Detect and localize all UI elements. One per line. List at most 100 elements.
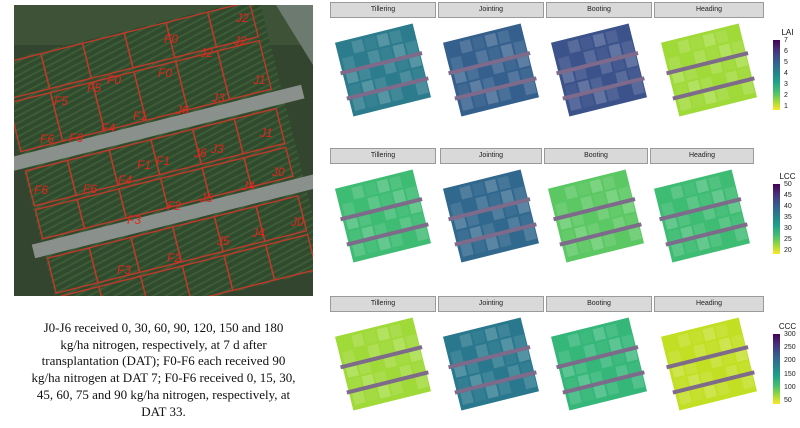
- plot-outline: [206, 5, 260, 48]
- map-booting: [550, 23, 648, 117]
- aerial-path-lower: [31, 172, 313, 259]
- map-plot: [342, 201, 356, 217]
- map-plot: [523, 80, 537, 96]
- caption-line: transplantation (DAT); F0-F6 each receiv…: [41, 353, 286, 369]
- plot-label: F3: [127, 213, 141, 227]
- map-plot: [460, 390, 474, 405]
- map-plot: [513, 40, 527, 55]
- plot-label: J6: [193, 146, 207, 160]
- plot-label: J3: [211, 91, 225, 105]
- map-plot: [471, 330, 486, 345]
- map-plot: [583, 343, 597, 358]
- map-plot: [377, 236, 391, 251]
- caption-line: J0-J6 received 0, 30, 60, 90, 120, 150 a…: [43, 320, 284, 335]
- map-plot: [376, 326, 391, 342]
- map-plot: [484, 178, 499, 194]
- map-plot: [390, 87, 404, 102]
- map-plot: [661, 201, 675, 217]
- map-row: [334, 317, 758, 411]
- map-plot: [605, 323, 619, 339]
- map-plot: [592, 32, 607, 48]
- map-path: [346, 370, 429, 395]
- plot-label: F0: [107, 73, 121, 87]
- map-plot: [363, 330, 378, 345]
- map-plot: [351, 185, 365, 200]
- map-plot: [689, 330, 704, 345]
- map-plot: [668, 349, 682, 365]
- plot-outline: [264, 233, 313, 281]
- map-path: [454, 222, 537, 247]
- map-plot: [376, 32, 391, 48]
- map-plot: [471, 36, 486, 51]
- stage-strip-booting: Booting: [544, 148, 648, 164]
- legend-tick: 4: [780, 70, 788, 77]
- map-plot: [500, 43, 515, 58]
- map-plot: [592, 192, 607, 207]
- map-plot: [741, 374, 755, 390]
- map-plot: [579, 36, 594, 51]
- map-plot: [677, 333, 691, 348]
- legend-tick: 45: [780, 192, 792, 199]
- map-plot: [471, 182, 486, 197]
- map-path: [448, 197, 531, 222]
- map-path: [562, 370, 645, 395]
- map-plot: [693, 343, 707, 358]
- map-path: [340, 51, 423, 76]
- plot-label: F4: [101, 121, 115, 135]
- map-plot: [583, 49, 597, 64]
- map-tillering: [334, 317, 432, 411]
- plot-label: J1: [252, 73, 266, 87]
- map-plot: [363, 182, 378, 197]
- plot-outline: [233, 107, 286, 155]
- plot-label: J2: [199, 46, 213, 60]
- map-plot: [718, 43, 733, 58]
- map-plot: [682, 182, 697, 197]
- map-plot: [497, 175, 511, 191]
- plot-label: J5: [199, 191, 213, 205]
- map-path: [556, 345, 639, 370]
- map-plot: [377, 384, 391, 399]
- map-plot: [621, 40, 635, 55]
- legend-tick: 40: [780, 203, 792, 210]
- map-plot: [690, 387, 705, 402]
- plot-label: J2: [235, 11, 249, 25]
- stage-strip-heading: Heading: [650, 148, 754, 164]
- map-plot: [485, 90, 499, 105]
- plot-label: F6: [83, 182, 97, 196]
- map-plot: [702, 32, 717, 48]
- plot-grid: [14, 5, 313, 296]
- map-plot: [696, 236, 710, 251]
- map-plot: [689, 36, 704, 51]
- map-plot: [555, 201, 569, 217]
- legend-tick: 1: [780, 103, 788, 110]
- caption-line: 45, 60, 75 and 90 kg/ha nitrogen, respec…: [36, 386, 291, 402]
- map-plot: [523, 374, 537, 390]
- map-plot: [564, 185, 578, 200]
- map-plot: [703, 384, 717, 399]
- map-field: [334, 169, 432, 263]
- map-plot: [589, 178, 604, 194]
- map-field: [653, 169, 751, 263]
- map-plot: [580, 93, 595, 108]
- map-plot: [513, 334, 527, 349]
- map-plot: [670, 185, 684, 200]
- map-jointing: [442, 23, 540, 117]
- map-plot: [724, 186, 738, 201]
- map-plot: [367, 343, 381, 358]
- legend-tick: 35: [780, 214, 792, 221]
- map-plot: [618, 186, 632, 201]
- map-plot: [450, 349, 464, 365]
- map-plot: [698, 192, 713, 207]
- map-plot: [352, 390, 366, 405]
- map-plot: [716, 87, 730, 102]
- map-plot: [392, 43, 407, 58]
- map-plot: [389, 29, 403, 45]
- legend-tick: 100: [780, 383, 796, 391]
- legend-title: CCC: [778, 322, 797, 331]
- map-plot: [392, 189, 407, 204]
- caption-line: DAT 33.: [141, 403, 186, 419]
- map-plot: [580, 195, 594, 210]
- stage-strip-heading: Heading: [654, 2, 764, 18]
- map-path: [553, 197, 636, 222]
